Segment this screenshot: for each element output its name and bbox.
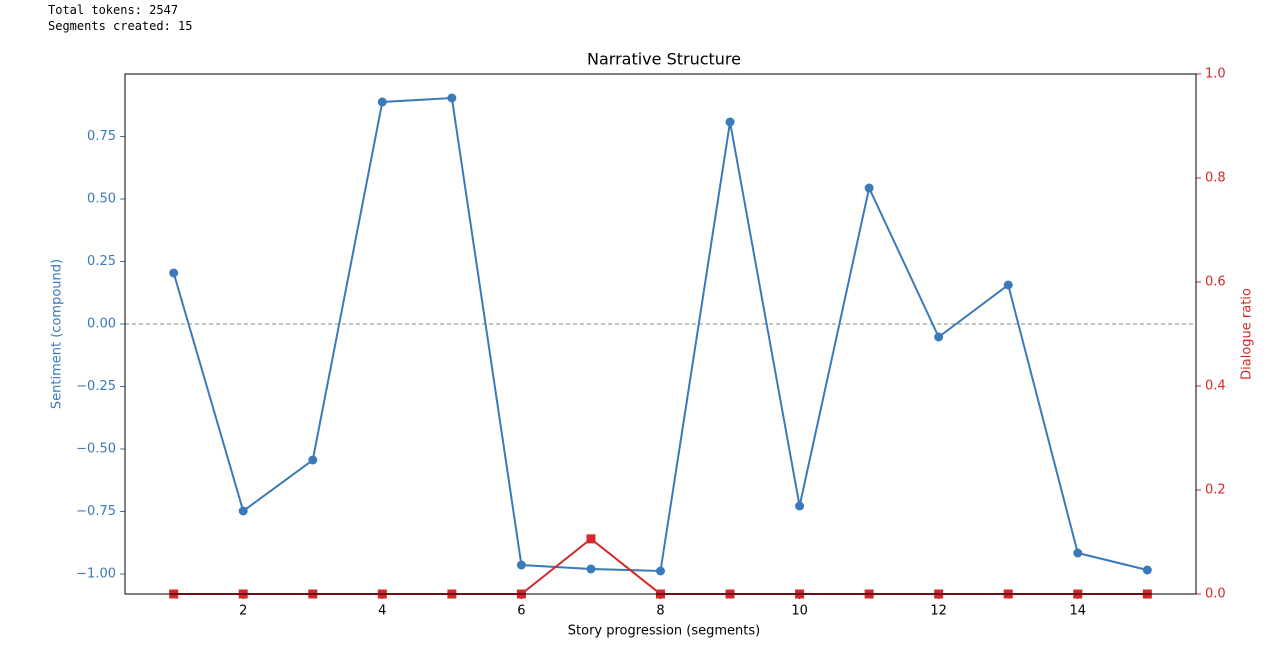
marker (795, 501, 805, 511)
x-tick-label: 6 (517, 604, 525, 619)
console-output: Total tokens: 2547 Segments created: 15 (48, 2, 193, 34)
console-line: Segments created: 15 (48, 19, 193, 33)
marker (516, 560, 526, 570)
x-tick-label: 8 (656, 604, 664, 619)
marker (1003, 280, 1013, 290)
marker (656, 566, 665, 576)
marker (169, 268, 179, 278)
marker (377, 97, 387, 107)
y-tick-label: −0.75 (76, 504, 116, 519)
marker (864, 183, 874, 193)
y-tick-label: −0.50 (76, 442, 116, 457)
y2-tick-label: 0.2 (1205, 483, 1226, 498)
x-tick-label: 4 (378, 604, 386, 619)
x-axis-label: Story progression (segments) (568, 624, 760, 639)
y-tick-label: 0.75 (87, 129, 116, 144)
y2-tick-label: 0.0 (1205, 587, 1226, 602)
y-tick-label: 0.00 (87, 317, 116, 332)
x-tick-label: 14 (1069, 604, 1086, 619)
y2-tick-label: 0.8 (1205, 171, 1226, 186)
marker (308, 455, 318, 465)
y2-axis-label: Dialogue ratio (1240, 288, 1255, 380)
y2-tick-label: 0.4 (1205, 379, 1226, 394)
x-tick-label: 12 (930, 604, 947, 619)
series-line (172, 96, 1148, 573)
marker (725, 117, 735, 127)
x-tick-label: 2 (239, 604, 247, 619)
y2-tick-label: 1.0 (1205, 67, 1226, 82)
y-tick-label: −0.25 (76, 379, 116, 394)
x-tick-label: 10 (791, 604, 808, 619)
plot-frame (124, 73, 1197, 595)
chart-title: Narrative Structure (587, 50, 741, 69)
y-tick-label: 0.50 (87, 192, 116, 207)
marker (238, 506, 248, 516)
y2-tick-label: 0.6 (1205, 275, 1226, 290)
marker (447, 93, 457, 103)
marker (934, 332, 944, 342)
y-axis-label: Sentiment (compound) (50, 259, 65, 409)
marker (1073, 548, 1083, 558)
marker (1142, 565, 1152, 575)
marker (586, 564, 596, 574)
y-tick-label: 0.25 (87, 254, 116, 269)
y-tick-label: −1.00 (76, 567, 116, 582)
console-line: Total tokens: 2547 (48, 3, 179, 17)
marker (586, 534, 596, 544)
